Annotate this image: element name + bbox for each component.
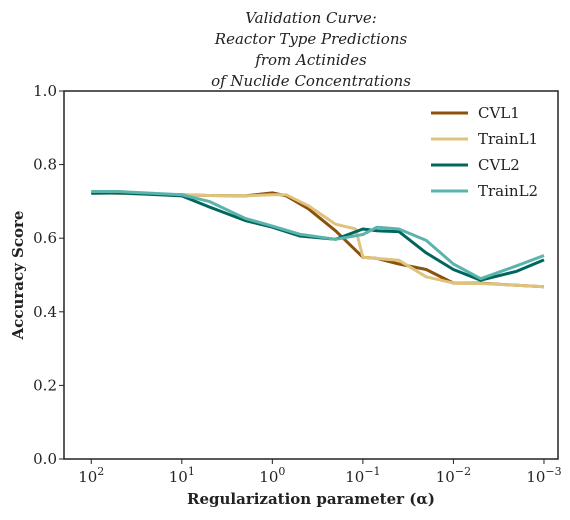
- chart-title-line: of Nuclide Concentrations: [211, 72, 411, 90]
- series-line-trainl1: [91, 191, 545, 289]
- chart-title-line: Reactor Type Predictions: [214, 30, 408, 48]
- x-tick-label: 10−2: [436, 465, 471, 486]
- x-tick-label: 102: [78, 465, 104, 486]
- x-tick-base: 10: [345, 468, 364, 486]
- x-tick-label: 100: [259, 465, 285, 486]
- x-tick-base: 10: [526, 468, 545, 486]
- x-axis-label: Regularization parameter (α): [187, 490, 435, 508]
- x-tick-exponent: 0: [278, 465, 285, 478]
- legend-label-cvl1: CVL1: [478, 104, 520, 122]
- x-tick-exponent: −3: [545, 465, 561, 478]
- x-tick-base: 10: [78, 468, 97, 486]
- series-lines: [91, 190, 545, 289]
- y-axis-label: Accuracy Score: [9, 211, 27, 341]
- series-line-cvl1: [91, 190, 545, 289]
- x-tick-label: 10−3: [526, 465, 561, 486]
- y-tick-label: 0.6: [33, 229, 57, 247]
- y-tick-label: 1.0: [33, 82, 57, 100]
- x-tick-base: 10: [259, 468, 278, 486]
- series-line-trainl2: [91, 190, 545, 281]
- series-line-cvl2: [91, 191, 545, 282]
- x-tick-exponent: 1: [188, 465, 195, 478]
- x-tick-base: 10: [436, 468, 455, 486]
- x-tick-base: 10: [169, 468, 188, 486]
- chart-title: Validation Curve: Reactor Type Prediction…: [211, 9, 411, 90]
- y-tick-label: 0.0: [33, 450, 57, 468]
- legend: CVL1 TrainL1 CVL2 TrainL2: [431, 104, 538, 200]
- x-tick-label: 101: [169, 465, 195, 486]
- chart-title-line: from Actinides: [254, 51, 367, 69]
- x-tick-exponent: −1: [364, 465, 380, 478]
- x-tick-exponent: 2: [97, 465, 104, 478]
- legend-label-cvl2: CVL2: [478, 156, 520, 174]
- x-axis-ticks: 102 101 100 10−1 10−2 10−3: [78, 459, 562, 486]
- y-tick-label: 0.8: [33, 156, 57, 174]
- legend-label-trainl2: TrainL2: [478, 182, 538, 200]
- y-axis-ticks: 0.0 0.2 0.4 0.6 0.8 1.0: [33, 82, 64, 468]
- y-tick-label: 0.2: [33, 376, 57, 394]
- plot-area-frame: [63, 90, 559, 460]
- y-tick-label: 0.4: [33, 303, 57, 321]
- x-tick-exponent: −2: [455, 465, 471, 478]
- x-tick-label: 10−1: [345, 465, 380, 486]
- legend-label-trainl1: TrainL1: [478, 130, 538, 148]
- chart-title-line: Validation Curve:: [245, 9, 377, 27]
